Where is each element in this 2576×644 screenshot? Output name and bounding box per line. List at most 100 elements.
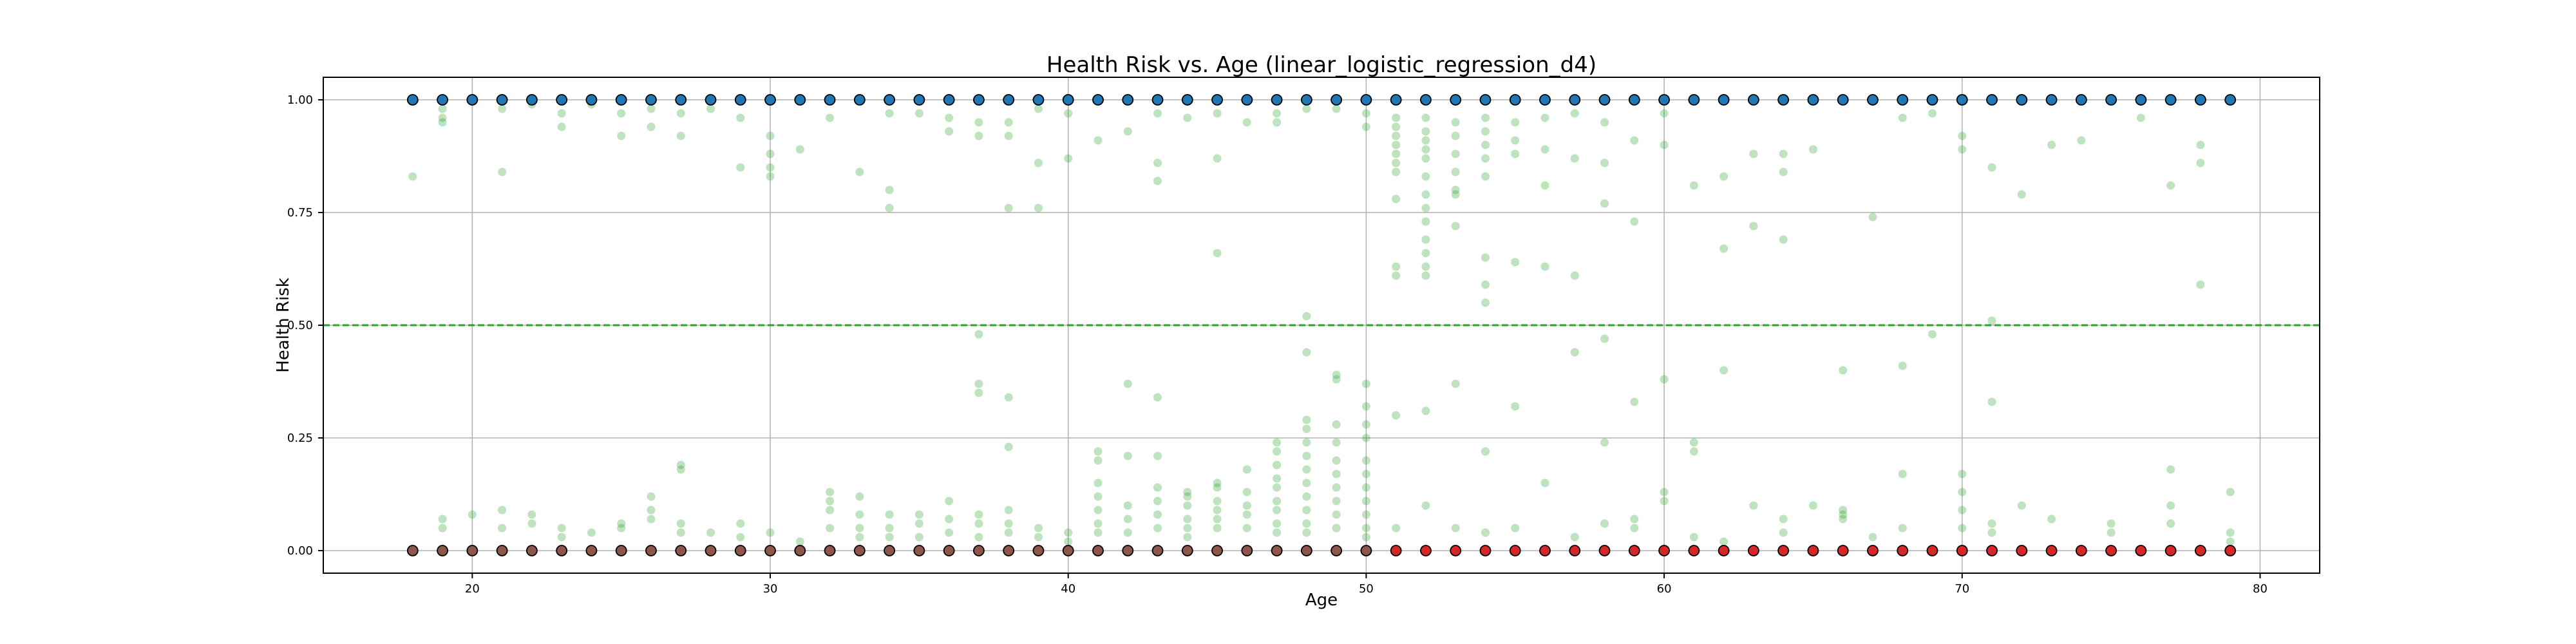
predicted-point — [1540, 113, 1549, 122]
negative-correct-point — [1092, 545, 1104, 556]
positive-point — [794, 94, 806, 106]
positive-point — [824, 94, 836, 106]
predicted-point — [1481, 140, 1490, 149]
predicted-point — [1481, 154, 1490, 163]
predicted-point — [1839, 515, 1848, 524]
positive-point — [1271, 94, 1283, 106]
predicted-point — [2196, 158, 2205, 167]
predicted-point — [1094, 519, 1103, 528]
predicted-point — [1302, 415, 1311, 424]
predicted-point — [2166, 519, 2175, 528]
positive-point — [1807, 94, 1819, 106]
predicted-point — [1421, 271, 1430, 280]
predicted-point — [1660, 375, 1669, 384]
negative-correct-point — [943, 545, 955, 556]
positive-point — [853, 94, 866, 106]
predicted-point — [1749, 149, 1758, 158]
negative-correct-point — [585, 545, 598, 556]
predicted-point — [2107, 528, 2116, 537]
predicted-point — [1064, 154, 1073, 163]
predicted-point — [1123, 127, 1132, 136]
predicted-point — [1213, 515, 1222, 524]
predicted-point — [1302, 528, 1311, 537]
predicted-point — [2047, 140, 2056, 149]
predicted-point — [1421, 501, 1430, 510]
positive-point — [2045, 94, 2058, 106]
predicted-point — [1451, 149, 1460, 158]
predicted-point — [914, 533, 923, 542]
predicted-point — [1273, 506, 1282, 515]
predicted-point — [2017, 501, 2026, 510]
negative-miss-point — [2016, 545, 2028, 556]
predicted-point — [1153, 176, 1162, 185]
predicted-point — [1361, 433, 1370, 442]
predicted-point — [974, 510, 983, 519]
predicted-point — [1421, 204, 1430, 213]
predicted-point — [676, 460, 685, 469]
predicted-point — [1273, 109, 1282, 118]
predicted-point — [1779, 167, 1788, 176]
predicted-point — [1421, 190, 1430, 199]
predicted-point — [498, 506, 507, 515]
predicted-point — [885, 524, 894, 533]
predicted-point — [408, 172, 417, 181]
predicted-point — [1213, 506, 1222, 515]
predicted-point — [498, 524, 507, 533]
predicted-point — [1392, 271, 1401, 280]
predicted-point — [1987, 163, 1996, 172]
predicted-point — [1332, 469, 1341, 478]
positive-point — [585, 94, 598, 106]
positive-point — [1658, 94, 1670, 106]
negative-correct-point — [496, 545, 508, 556]
predicted-point — [1421, 249, 1430, 258]
predicted-point — [1183, 488, 1192, 497]
predicted-point — [1958, 506, 1967, 515]
predicted-point — [2077, 136, 2086, 145]
predicted-point — [1481, 113, 1490, 122]
predicted-point — [1123, 515, 1132, 524]
predicted-point — [1332, 510, 1341, 519]
predicted-point — [1004, 506, 1013, 515]
predicted-point — [1183, 113, 1192, 122]
predicted-point — [1808, 501, 1817, 510]
negative-miss-point — [1390, 545, 1402, 556]
predicted-point — [1511, 524, 1520, 533]
y-tick-label: 0.75 — [287, 206, 313, 220]
predicted-point — [1898, 524, 1907, 533]
predicted-point — [1302, 312, 1311, 321]
negative-miss-point — [1837, 545, 1849, 556]
predicted-point — [557, 122, 566, 131]
predicted-point — [1451, 167, 1460, 176]
predicted-point — [1928, 330, 1937, 339]
predicted-point — [1987, 397, 1996, 406]
negative-miss-point — [1420, 545, 1432, 556]
predicted-point — [826, 488, 835, 497]
negative-correct-point — [466, 545, 478, 556]
negative-correct-point — [1181, 545, 1193, 556]
positive-point — [1956, 94, 1968, 106]
predicted-point — [1421, 136, 1430, 145]
predicted-point — [1094, 478, 1103, 488]
predicted-point — [885, 510, 894, 519]
predicted-point — [706, 104, 715, 113]
predicted-point — [1302, 438, 1311, 447]
positive-point — [734, 94, 746, 106]
positive-point — [884, 94, 896, 106]
data-points — [406, 94, 2237, 556]
predicted-point — [2047, 515, 2056, 524]
predicted-point — [2166, 465, 2175, 474]
predicted-point — [1213, 109, 1222, 118]
negative-correct-point — [734, 545, 746, 556]
predicted-point — [1421, 154, 1430, 163]
predicted-point — [855, 524, 864, 533]
predicted-point — [1242, 488, 1251, 497]
predicted-point — [1987, 519, 1996, 528]
predicted-point — [1153, 109, 1162, 118]
predicted-point — [1511, 136, 1520, 145]
predicted-point — [1481, 280, 1490, 289]
x-tick-label: 60 — [1657, 582, 1672, 596]
predicted-point — [2166, 181, 2175, 190]
predicted-point — [1570, 271, 1579, 280]
positive-point — [1360, 94, 1372, 106]
predicted-point — [736, 519, 745, 528]
